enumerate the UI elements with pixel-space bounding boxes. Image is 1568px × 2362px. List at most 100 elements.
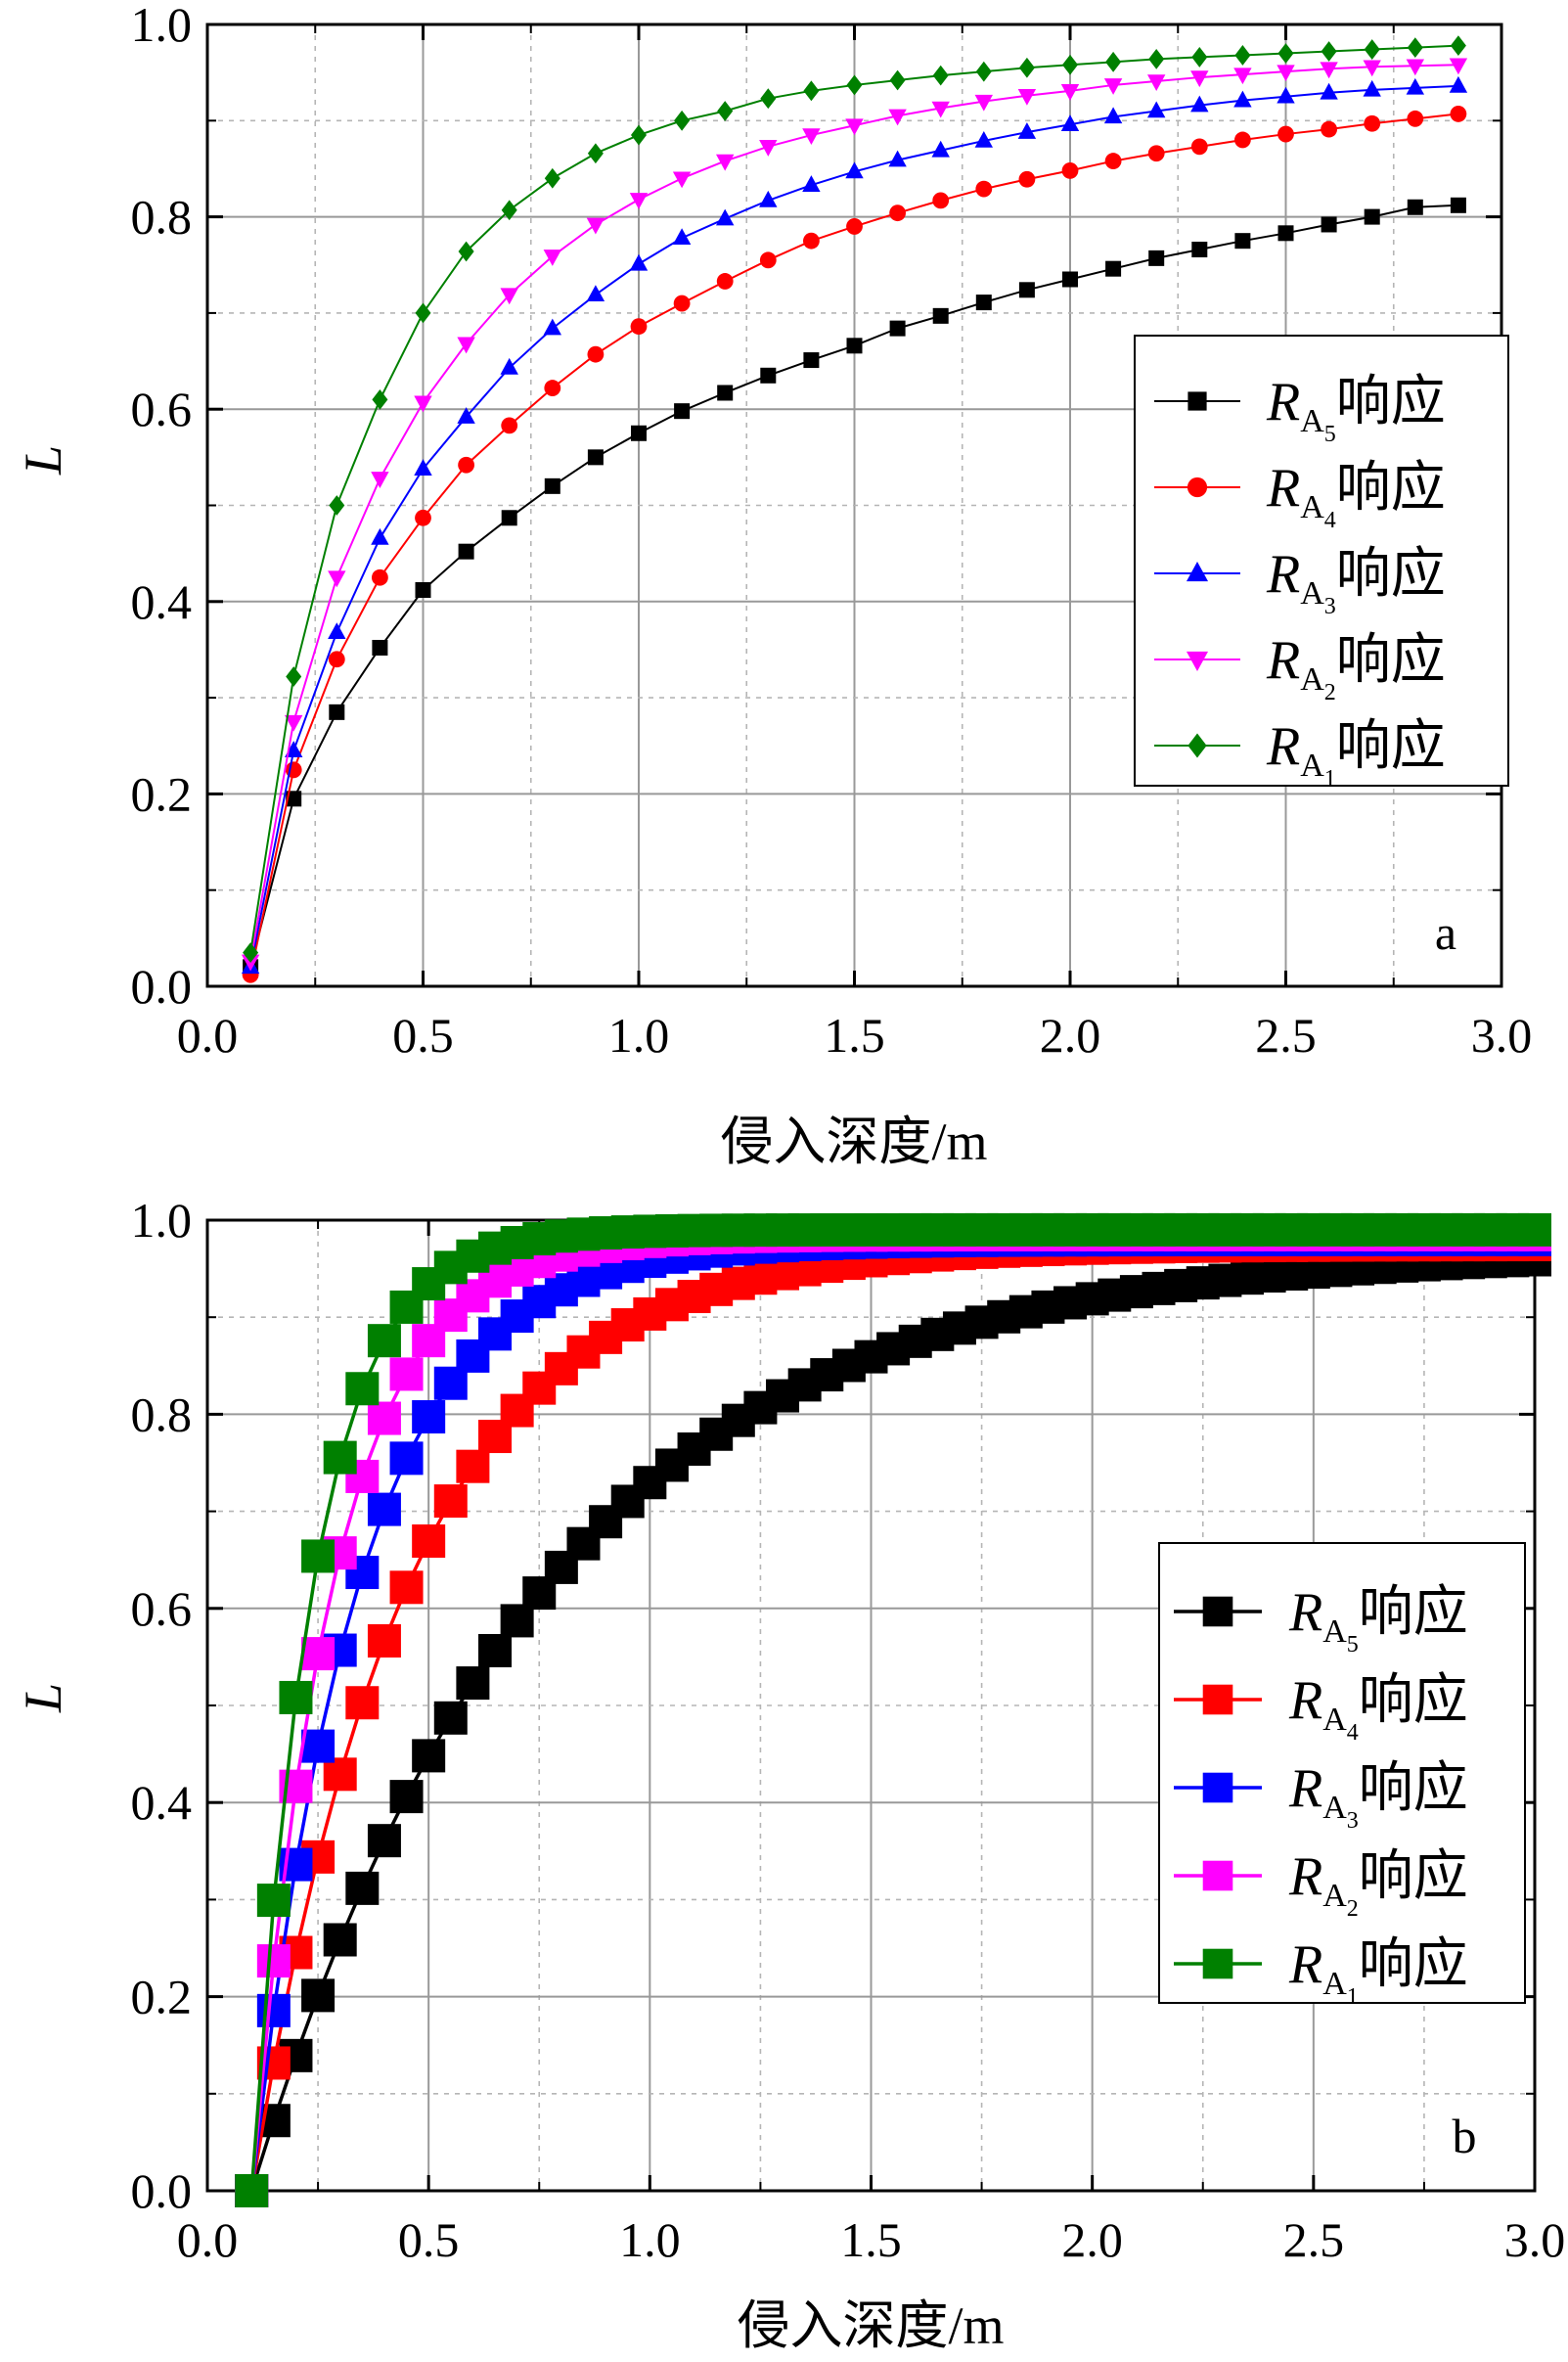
data-point [285, 741, 303, 757]
data-point [1363, 79, 1381, 97]
data-point [500, 288, 518, 305]
legend-subsub: 3 [1324, 594, 1336, 619]
legend-marker [1187, 477, 1208, 498]
data-point [1364, 114, 1381, 132]
data-point [888, 150, 907, 167]
x-tick-labels-a: 0.0 0.5 1.0 1.5 2.0 2.5 3.0 [177, 1008, 1533, 1063]
legend-subsub: 2 [1324, 680, 1336, 705]
data-point [256, 1944, 291, 1978]
data-point [543, 318, 561, 336]
legend-marker [1187, 391, 1207, 411]
data-point [1234, 131, 1251, 149]
data-point [845, 161, 864, 179]
data-point [323, 1757, 357, 1792]
data-point [888, 109, 907, 126]
data-point [1234, 233, 1251, 250]
x-axis-title-a: 侵入深度/m [720, 1113, 987, 1171]
data-point [372, 639, 388, 656]
data-point [629, 253, 649, 271]
legend-var: R [1288, 1846, 1322, 1907]
series-layer-b [235, 1212, 1551, 2207]
x-tick-label: 2.0 [1040, 1008, 1101, 1063]
legend-var: R [1266, 630, 1300, 691]
data-point [389, 1570, 424, 1605]
data-point [544, 380, 561, 396]
legend-var: R [1266, 372, 1300, 432]
data-point [328, 622, 346, 640]
data-point [367, 1624, 401, 1658]
data-point [328, 570, 346, 588]
data-point [1105, 260, 1122, 277]
data-point [301, 1539, 336, 1573]
data-point [1190, 70, 1209, 88]
chart-panel-b: 0.0 0.5 1.0 1.5 2.0 2.5 3.0 0.0 0.2 0.4 … [14, 1193, 1565, 2355]
y-tick-label: 0.0 [131, 2163, 193, 2218]
data-point [1105, 51, 1122, 72]
legend-sub: A [1300, 748, 1324, 784]
series-layer-a [241, 35, 1468, 983]
legend-label: RA4响应 [1288, 1670, 1468, 1746]
x-tick-label: 0.5 [398, 2212, 460, 2267]
legend-subsub: 5 [1347, 1632, 1359, 1658]
y-tick-label: 0.8 [131, 190, 193, 245]
legend-subsub: 4 [1347, 1720, 1359, 1746]
data-point [674, 110, 691, 131]
y-tick-label: 1.0 [131, 1193, 193, 1248]
data-point [501, 200, 517, 221]
data-point [235, 2174, 269, 2207]
y-tick-label: 0.8 [131, 1386, 193, 1441]
legend-label: RA5响应 [1288, 1582, 1468, 1658]
y-tick-label: 0.4 [131, 1775, 193, 1830]
legend-label: RA3响应 [1266, 544, 1446, 619]
legend-sub: A [1300, 575, 1324, 612]
x-tick-label: 1.5 [824, 1008, 885, 1063]
data-point [367, 1401, 401, 1435]
x-tick-label: 0.5 [392, 1008, 454, 1063]
data-point [1062, 54, 1078, 75]
data-point [1060, 114, 1080, 132]
data-point [1190, 138, 1208, 156]
data-point [329, 704, 345, 720]
legend-marker [1202, 1772, 1233, 1803]
data-point [544, 477, 560, 494]
data-point [478, 1634, 513, 1668]
legend-var: R [1288, 1934, 1322, 1995]
y-tick-labels-a: 0.0 0.2 0.4 0.6 0.8 1.0 [131, 0, 193, 1014]
data-point [1191, 47, 1208, 68]
data-point [1061, 162, 1079, 179]
data-point [586, 217, 605, 235]
data-point [717, 385, 734, 401]
legend-suffix: 响应 [1359, 1670, 1468, 1731]
x-tick-label: 1.5 [840, 2212, 902, 2267]
legend-label: RA2响应 [1288, 1846, 1468, 1922]
legend-marker [1202, 1684, 1233, 1715]
series-A1 [243, 35, 1466, 963]
data-point [372, 568, 388, 586]
data-point [1018, 282, 1035, 298]
legend-marker [1187, 733, 1207, 758]
legend-suffix: 响应 [1359, 1846, 1468, 1907]
data-point [286, 666, 302, 687]
data-point [456, 1666, 490, 1701]
x-tick-label: 1.0 [619, 2212, 681, 2267]
data-point [673, 295, 691, 312]
series-A1 [235, 1212, 1551, 2207]
legend-label: RA1响应 [1266, 716, 1446, 792]
y-tick-label: 0.6 [131, 1581, 193, 1636]
data-point [544, 167, 560, 189]
data-point [543, 250, 561, 266]
data-point [674, 403, 691, 420]
panel-label-a: a [1435, 905, 1456, 960]
data-point [389, 1357, 424, 1391]
legend-label: RA2响应 [1266, 630, 1446, 705]
data-point [433, 1701, 468, 1735]
legend-box-a [1134, 335, 1509, 787]
data-point [803, 352, 820, 369]
data-point [975, 295, 992, 311]
data-point [414, 395, 432, 413]
data-point [243, 942, 259, 963]
data-point [345, 1871, 380, 1905]
data-point [457, 337, 475, 354]
data-point [389, 1441, 424, 1476]
data-point [501, 417, 518, 434]
